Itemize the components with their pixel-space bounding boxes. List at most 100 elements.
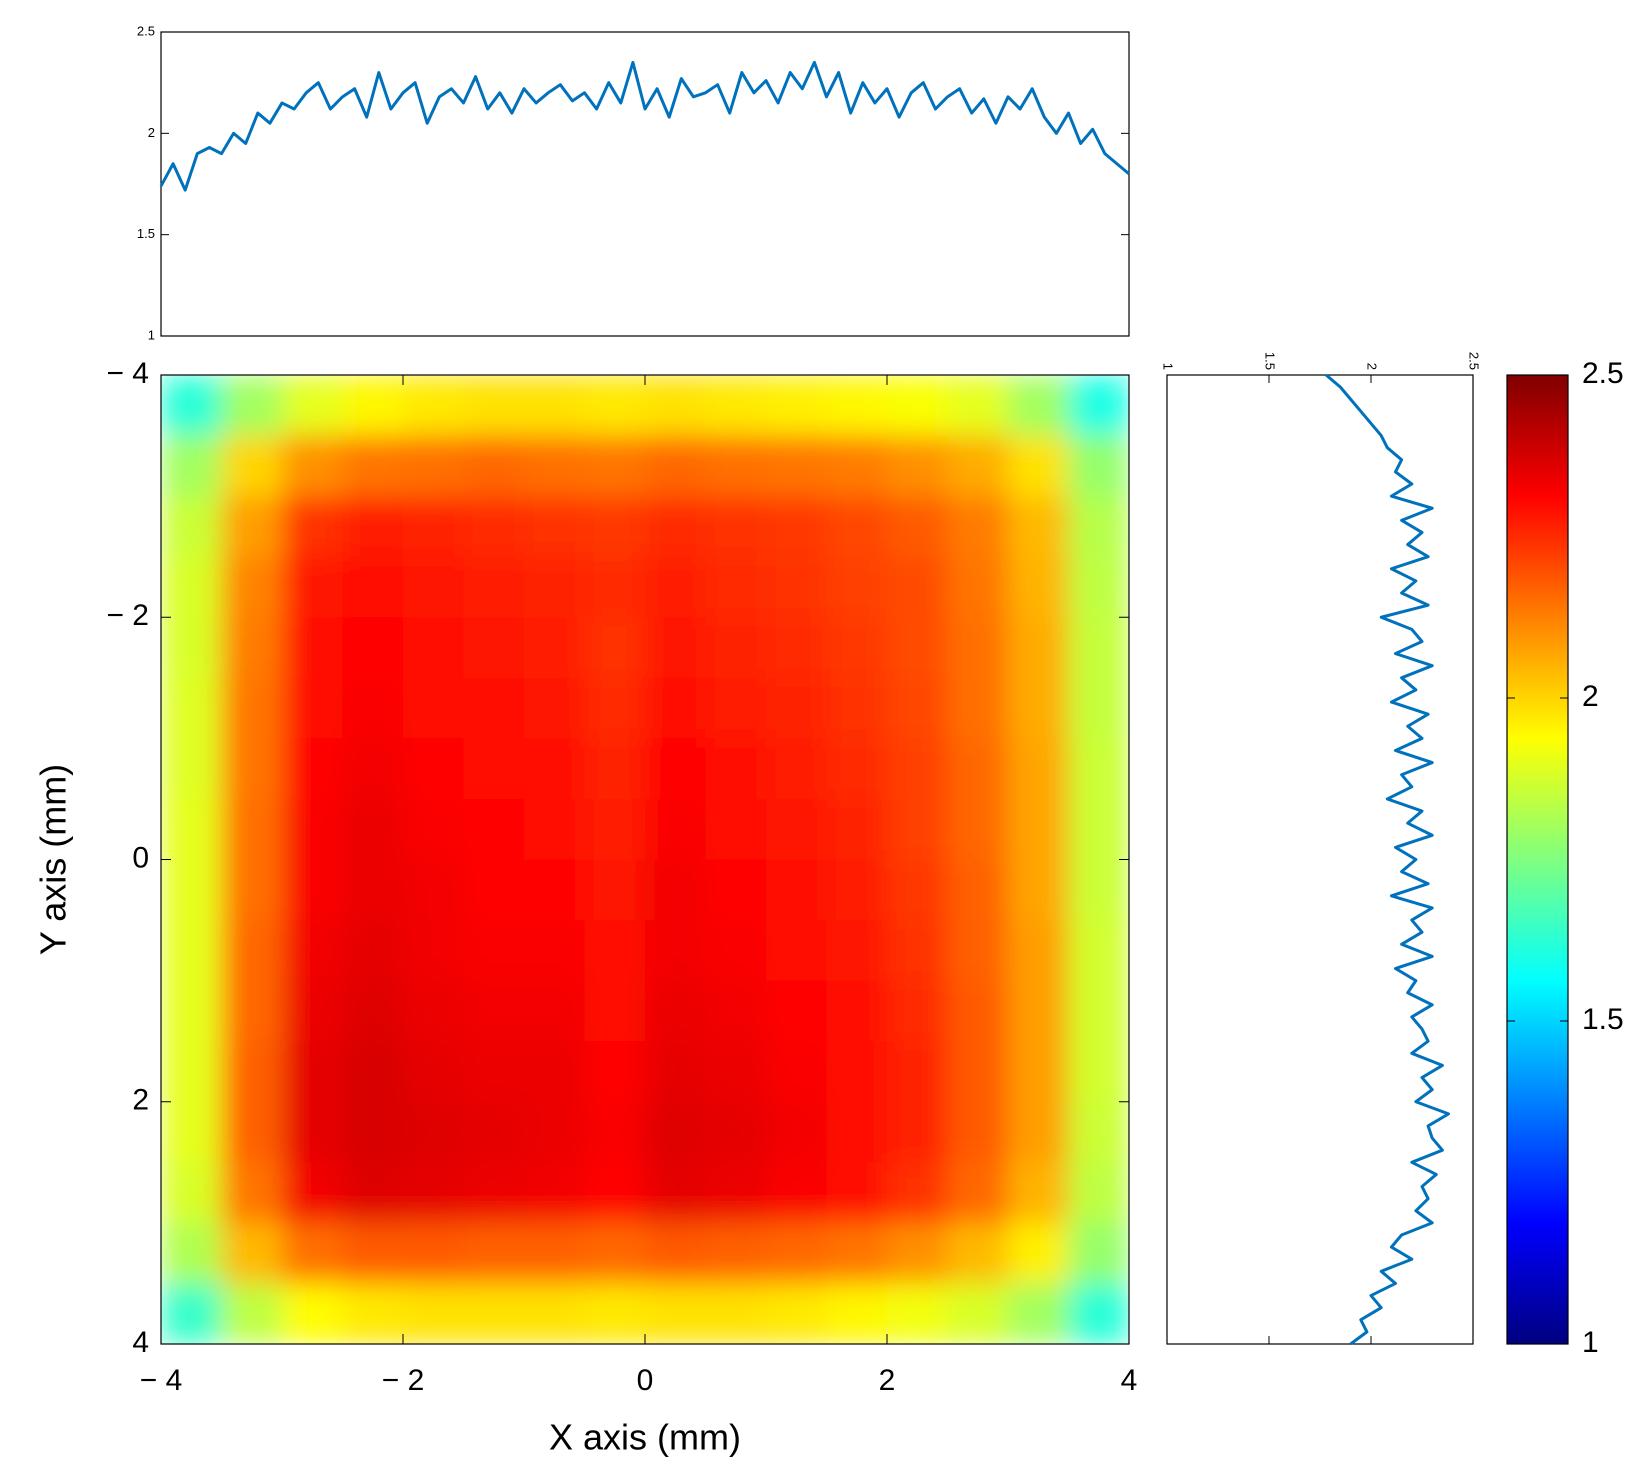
heatmap-cell [1068,617,1129,679]
heatmap-cell [524,1041,586,1103]
heatmap-cell [161,375,223,437]
heatmap-cell [645,859,707,921]
y-tick-label: 2 [148,125,155,140]
heatmap-cell [947,859,1009,921]
heatmap-cell [584,677,646,739]
heatmap-cell [282,677,344,739]
heatmap-cell [947,980,1009,1042]
heatmap-cell [1008,859,1070,921]
heatmap-cell [403,1041,465,1103]
x-tick-label: − 2 [382,1364,425,1397]
x-tick-label: 2 [879,1364,896,1397]
heatmap-cell [705,435,767,497]
heatmap-cell [342,920,404,982]
heatmap-cell [524,920,586,982]
heatmap-cell [1008,617,1070,679]
heatmap-cell [705,375,767,437]
heatmap-cell [1068,920,1129,982]
heatmap-cell [766,1222,828,1285]
heatmap-cell [221,738,283,800]
heatmap-cell [1008,496,1070,558]
heatmap-cell [221,859,283,921]
heatmap-cell [705,1162,767,1224]
heatmap-cell [584,738,646,800]
heatmap-cell [1068,1041,1129,1103]
heatmap-cell [1008,435,1070,497]
heatmap-cell [645,1222,707,1285]
heatmap-cell [826,677,888,739]
heatmap-cell [342,1041,404,1103]
heatmap-cell [161,617,223,679]
heatmap-cell [584,496,646,558]
heatmap-cell [947,1283,1009,1344]
heatmap-cell [887,677,949,739]
heatmap-cell [161,556,223,618]
heatmap-cell [342,375,404,437]
heatmap-cell [645,1041,707,1103]
heatmap-cell [221,1101,283,1163]
heatmap-cell [1008,556,1070,618]
y-tick-label: 2 [132,1084,149,1117]
heatmap-cell [403,435,465,497]
heatmap-cell [282,1222,344,1285]
profile-line [1325,373,1451,1346]
heatmap-cell [826,980,888,1042]
heatmap-cell [221,496,283,558]
heatmap-cell [705,920,767,982]
heatmap-cell [705,677,767,739]
heatmap-cell [524,617,586,679]
heatmap-cell [161,738,223,800]
heatmap-cell [947,617,1009,679]
heatmap-cell [1068,435,1129,497]
heatmap-cell [584,859,646,921]
heatmap-cell [1068,496,1129,558]
x-tick-label: − 4 [140,1364,183,1397]
heatmap-cell [161,435,223,497]
heatmap-cell [282,1283,344,1344]
heatmap-cell [887,859,949,921]
x-tick-label: 2.5 [1467,352,1482,370]
heatmap-cell [947,677,1009,739]
heatmap-cell [645,677,707,739]
heatmap-cell [1008,1041,1070,1103]
heatmap-cell [161,859,223,921]
heatmap-cell [463,980,525,1042]
heatmap-cell [826,496,888,558]
heatmap-cell [403,1162,465,1224]
heatmap-cell [463,435,525,497]
heatmap-cell [947,798,1009,861]
heatmap-cell [161,920,223,982]
heatmap-cell [403,798,465,861]
heatmap-cell [221,1283,283,1344]
heatmap-cell [1068,556,1129,618]
colorbar-tick-label: 1 [1582,1326,1599,1359]
heatmap-cell [1068,677,1129,739]
heatmap-cell [826,1101,888,1163]
heatmap-cell [1008,1222,1070,1285]
colorbar-tick-label: 2 [1582,680,1599,713]
heatmap-cell [1008,798,1070,861]
heatmap-cell [947,556,1009,618]
heatmap-cell [1008,1101,1070,1163]
heatmap-cell [282,617,344,679]
heatmap-cell [766,1101,828,1163]
profile-line [159,60,1130,192]
heatmap-cell [947,496,1009,558]
heatmap-cell [342,1283,404,1344]
heatmap-cell [161,496,223,558]
heatmap-cell [342,617,404,679]
heatmap-cell [766,798,828,861]
heatmap-cell [1068,375,1129,437]
heatmap-cell [403,1283,465,1344]
heatmap-cell [1068,738,1129,800]
heatmap-cell [282,556,344,618]
heatmap-cell [342,1222,404,1285]
heatmap-cell [524,496,586,558]
heatmap-cell [161,980,223,1042]
heatmap-cell [463,1222,525,1285]
heatmap-cell [766,677,828,739]
heatmap-cell [403,677,465,739]
heatmap-cell [887,556,949,618]
heatmap-cell [342,980,404,1042]
